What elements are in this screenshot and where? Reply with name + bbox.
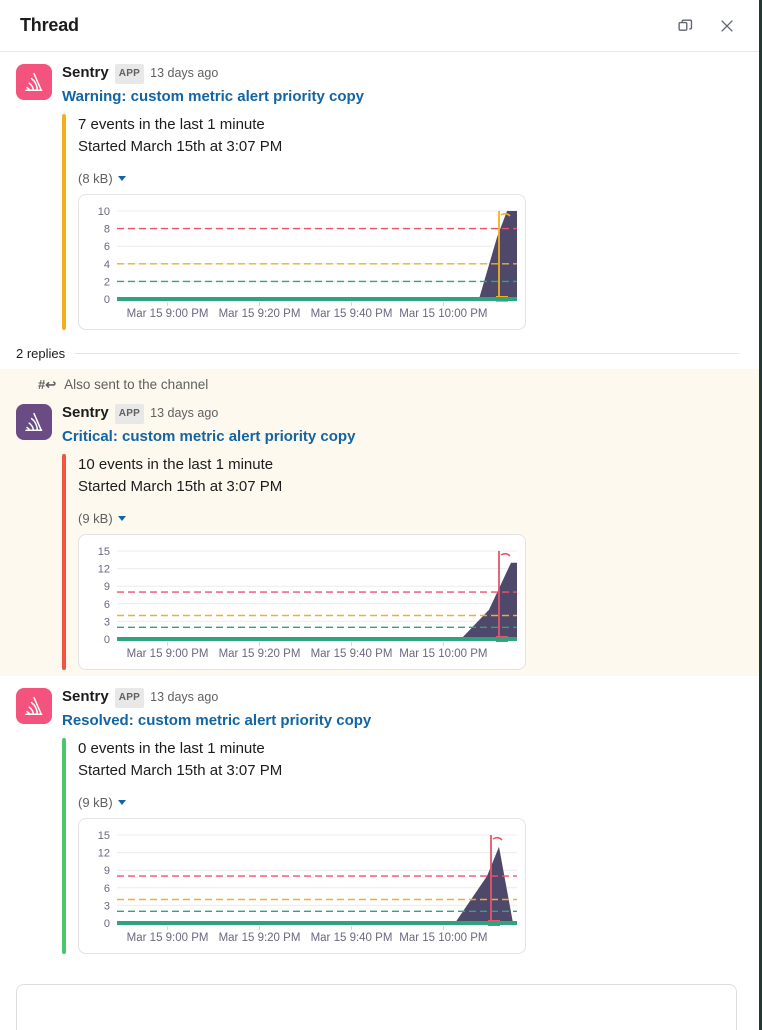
attachment-size-toggle[interactable]: (9 kB) xyxy=(78,511,126,526)
message-body: Sentry APP 13 days ago Critical: custom met… xyxy=(62,404,739,670)
also-sent-to-channel: #↩ Also sent to the channel xyxy=(0,369,759,392)
replies-divider: 2 replies xyxy=(0,336,759,369)
avatar[interactable] xyxy=(16,404,52,440)
alert-title-link[interactable]: Resolved: custom metric alert priority c… xyxy=(62,712,372,729)
chevron-down-icon xyxy=(117,516,126,521)
attachment-size-label: (8 kB) xyxy=(78,171,113,186)
message-meta: Sentry APP 13 days ago xyxy=(62,688,739,709)
page-title: Thread xyxy=(20,15,79,35)
alert-attachment: 0 events in the last 1 minute Started Mar… xyxy=(62,738,739,954)
attachment-size-toggle[interactable]: (8 kB) xyxy=(78,171,126,186)
svg-text:9: 9 xyxy=(104,581,110,593)
svg-text:Mar 15 9:00 PM: Mar 15 9:00 PM xyxy=(127,308,209,320)
attachment-color-bar xyxy=(62,114,66,330)
divider-rule xyxy=(75,353,739,354)
svg-text:Mar 15 9:00 PM: Mar 15 9:00 PM xyxy=(127,648,209,660)
svg-text:Mar 15 9:20 PM: Mar 15 9:20 PM xyxy=(219,932,301,944)
svg-text:Mar 15 10:00 PM: Mar 15 10:00 PM xyxy=(399,308,487,320)
svg-text:Mar 15 10:00 PM: Mar 15 10:00 PM xyxy=(399,648,487,660)
svg-text:6: 6 xyxy=(104,241,110,253)
svg-text:Mar 15 9:00 PM: Mar 15 9:00 PM xyxy=(127,932,209,944)
svg-text:0: 0 xyxy=(104,634,110,646)
app-badge: APP xyxy=(114,64,145,84)
thread-header: Thread xyxy=(0,0,759,52)
message-body: Sentry APP 13 days ago Resolved: custom met… xyxy=(62,688,739,954)
attachment-line-events: 10 events in the last 1 minute xyxy=(78,456,274,473)
svg-text:15: 15 xyxy=(98,830,110,842)
alert-chart: 0 3 6 9 12 15 Mar 15 9:00 PM Mar 15 9:20 PM Mar … xyxy=(78,534,526,670)
attachment-line-started: Started March 15th at 3:07 PM xyxy=(78,762,283,779)
avatar[interactable] xyxy=(16,64,52,100)
chevron-down-icon xyxy=(117,800,126,805)
attachment-color-bar xyxy=(62,454,66,670)
message-list: Sentry APP 13 days ago Warning: custom metr… xyxy=(0,52,759,960)
attachment-size-toggle[interactable]: (9 kB) xyxy=(78,795,126,810)
svg-text:Mar 15 9:40 PM: Mar 15 9:40 PM xyxy=(311,932,393,944)
channel-hash-icon: #↩ xyxy=(38,377,57,392)
message-meta: Sentry APP 13 days ago xyxy=(62,64,739,85)
app-badge: APP xyxy=(114,688,145,708)
attachment-color-bar xyxy=(62,738,66,954)
alert-chart: 0 3 6 9 12 15 Mar 15 9:00 PM Mar 15 9:20 PM Mar … xyxy=(78,818,526,954)
sender-name[interactable]: Sentry xyxy=(62,64,109,81)
svg-text:12: 12 xyxy=(98,564,110,576)
svg-text:9: 9 xyxy=(104,865,110,877)
message-meta: Sentry APP 13 days ago xyxy=(62,404,739,425)
svg-text:10: 10 xyxy=(98,206,110,218)
message-body: Sentry APP 13 days ago Warning: custom metr… xyxy=(62,64,739,330)
svg-text:Mar 15 9:40 PM: Mar 15 9:40 PM xyxy=(311,308,393,320)
message-resolved: Sentry APP 13 days ago Resolved: custom met… xyxy=(0,676,759,960)
sender-name[interactable]: Sentry xyxy=(62,404,109,421)
attachment-line-started: Started March 15th at 3:07 PM xyxy=(78,478,283,495)
alert-attachment: 10 events in the last 1 minute Started Ma… xyxy=(62,454,739,670)
timestamp[interactable]: 13 days ago xyxy=(150,406,219,420)
attachment-line-events: 7 events in the last 1 minute xyxy=(78,116,265,133)
svg-text:3: 3 xyxy=(104,900,110,912)
alert-chart: 0 2 4 6 8 10 Mar 15 9:00 PM Mar 15 9:20 PM Mar 1… xyxy=(78,194,526,330)
alert-title-link[interactable]: Critical: custom metric alert priority c… xyxy=(62,428,356,445)
avatar[interactable] xyxy=(16,688,52,724)
alert-attachment: 7 events in the last 1 minute Started Mar… xyxy=(62,114,739,330)
header-actions xyxy=(671,12,741,40)
svg-text:0: 0 xyxy=(104,294,110,306)
open-in-new-window-icon[interactable] xyxy=(671,12,699,40)
also-sent-label: Also sent to the channel xyxy=(64,377,209,392)
svg-text:Mar 15 10:00 PM: Mar 15 10:00 PM xyxy=(399,932,487,944)
svg-text:Mar 15 9:20 PM: Mar 15 9:20 PM xyxy=(219,308,301,320)
svg-text:6: 6 xyxy=(104,599,110,611)
app-badge: APP xyxy=(114,404,145,424)
svg-text:Mar 15 9:20 PM: Mar 15 9:20 PM xyxy=(219,648,301,660)
svg-text:12: 12 xyxy=(98,848,110,860)
message-composer[interactable] xyxy=(16,984,737,1030)
sender-name[interactable]: Sentry xyxy=(62,688,109,705)
timestamp[interactable]: 13 days ago xyxy=(150,690,219,704)
svg-text:3: 3 xyxy=(104,616,110,628)
svg-text:8: 8 xyxy=(104,224,110,236)
chevron-down-icon xyxy=(117,176,126,181)
attachment-size-label: (9 kB) xyxy=(78,795,113,810)
svg-text:15: 15 xyxy=(98,546,110,558)
attachment-line-started: Started March 15th at 3:07 PM xyxy=(78,138,283,155)
svg-text:6: 6 xyxy=(104,883,110,895)
attachment-line-events: 0 events in the last 1 minute xyxy=(78,740,265,757)
svg-text:4: 4 xyxy=(104,259,110,271)
alert-title-link[interactable]: Warning: custom metric alert priority co… xyxy=(62,88,364,105)
replies-count: 2 replies xyxy=(16,346,66,361)
close-icon[interactable] xyxy=(713,12,741,40)
svg-text:0: 0 xyxy=(104,918,110,930)
attachment-size-label: (9 kB) xyxy=(78,511,113,526)
svg-text:2: 2 xyxy=(104,276,110,288)
message-warning: Sentry APP 13 days ago Warning: custom metr… xyxy=(0,52,759,336)
message-critical: Sentry APP 13 days ago Critical: custom met… xyxy=(0,392,759,676)
timestamp[interactable]: 13 days ago xyxy=(150,66,219,80)
svg-text:Mar 15 9:40 PM: Mar 15 9:40 PM xyxy=(311,648,393,660)
